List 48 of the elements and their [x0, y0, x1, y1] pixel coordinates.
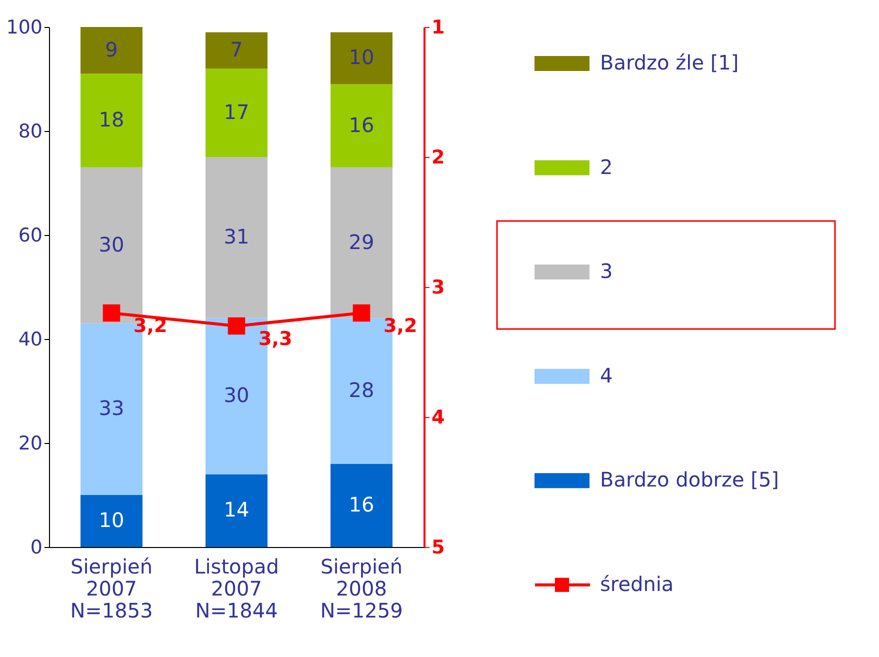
data-label: 28	[348, 378, 374, 402]
legend-label: średnia	[600, 572, 674, 596]
bar	[80, 74, 142, 168]
data-label: 31	[224, 224, 250, 249]
data-label: 3,2	[384, 315, 418, 337]
legend-label: Bardzo dobrze [5]	[600, 468, 779, 492]
bar	[206, 474, 268, 547]
data-label: 18	[98, 108, 124, 132]
y2-tick-label: 4	[432, 406, 445, 428]
bar	[206, 68, 268, 157]
y2-tick-label: 1	[432, 16, 445, 38]
data-label: 17	[224, 100, 250, 124]
data-label: 14	[224, 498, 250, 522]
legend-label: 2	[600, 154, 613, 179]
y-tick-label: 80	[18, 120, 42, 142]
y-tick-label: 0	[30, 536, 42, 558]
y2-tick-label: 3	[432, 276, 445, 298]
x-tick-label: Listopad 2007 N=1844	[194, 554, 279, 622]
legend-label: 3	[600, 259, 613, 284]
y2-tick-label: 5	[432, 536, 445, 558]
legend-label: Bardzo źle [1]	[600, 50, 739, 74]
y-tick-label: 20	[18, 432, 42, 454]
bar	[330, 32, 392, 84]
y-tick-label: 60	[18, 224, 42, 246]
y2-tick-label: 2	[432, 146, 445, 168]
bar	[330, 84, 392, 168]
y-tick-label: 100	[6, 16, 42, 38]
y-tick-label: 40	[18, 328, 42, 350]
x-tick-label: Sierpień 2007 N=1853	[70, 554, 153, 622]
data-label: 3,3	[258, 328, 292, 350]
bar	[206, 32, 268, 69]
data-label: 7	[230, 37, 243, 62]
data-label: 29	[348, 230, 374, 254]
data-label: 10	[348, 45, 374, 70]
data-label: 16	[348, 112, 374, 137]
data-label: 30	[224, 383, 250, 408]
data-label: 33	[98, 396, 124, 420]
legend-label: 4	[600, 363, 613, 388]
data-label: 9	[105, 37, 118, 62]
bar	[330, 167, 392, 318]
data-label: 10	[98, 508, 124, 532]
bar	[206, 157, 268, 318]
x-tick-label: Sierpień 2008 N=1259	[320, 554, 403, 622]
data-label: 16	[348, 492, 374, 516]
bar	[330, 464, 392, 547]
bar	[80, 27, 142, 74]
data-label: 30	[98, 232, 124, 256]
bar	[80, 495, 142, 547]
